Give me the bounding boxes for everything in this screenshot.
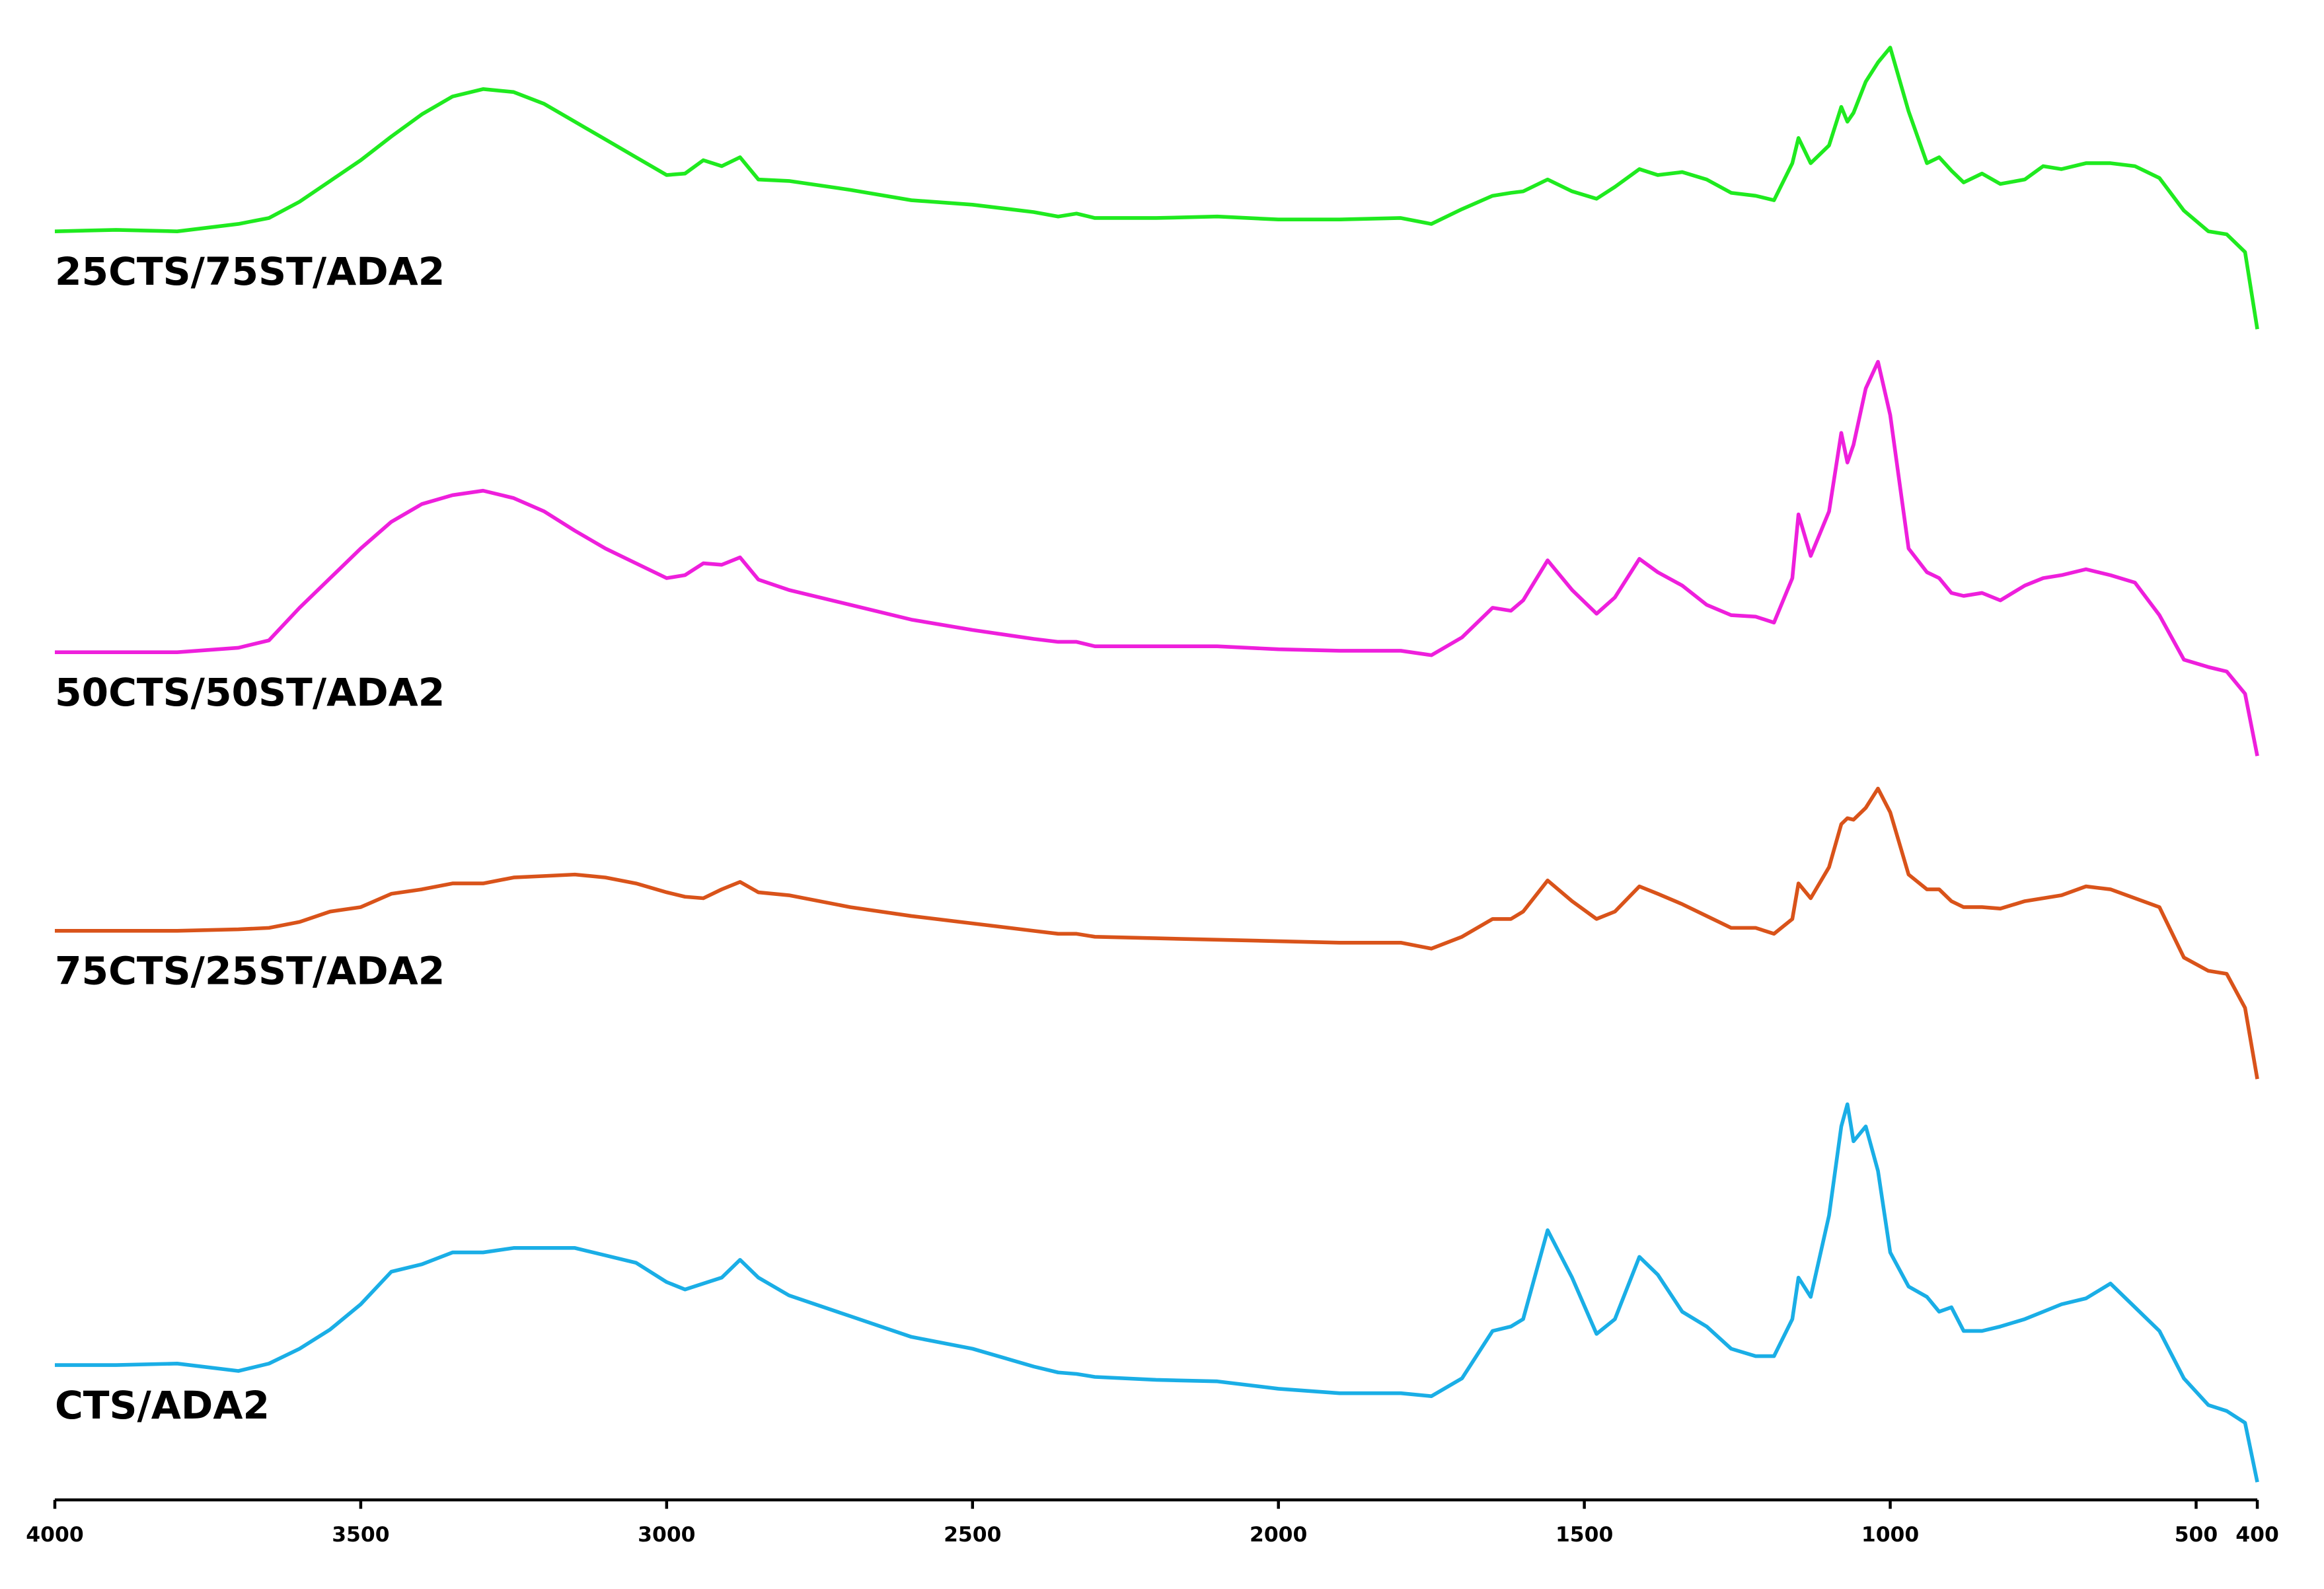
spectrum-line: [54, 46, 2259, 330]
spectrum-line: [54, 786, 2259, 1080]
x-tick-label: 1500: [1556, 1523, 1613, 1547]
x-tick-label: 3000: [638, 1523, 695, 1547]
series-label: 25CTS/75ST/ADA2: [55, 249, 445, 294]
spectrum-line: [54, 1102, 2259, 1483]
x-tick-label: 2000: [1250, 1523, 1307, 1547]
series-label: 50CTS/50ST/ADA2: [55, 670, 445, 715]
x-tick-label: 3500: [332, 1523, 389, 1547]
x-tick-label: 1000: [1861, 1523, 1919, 1547]
x-tick-label: 4000: [26, 1523, 83, 1547]
series-label: 75CTS/25ST/ADA2: [55, 949, 445, 994]
spectrum-line: [54, 359, 2259, 757]
x-tick-label: 500: [2175, 1523, 2218, 1547]
x-tick-label: 400: [2235, 1523, 2279, 1547]
x-tick-label: 2500: [944, 1523, 1001, 1547]
series-label: CTS/ADA2: [55, 1383, 270, 1428]
